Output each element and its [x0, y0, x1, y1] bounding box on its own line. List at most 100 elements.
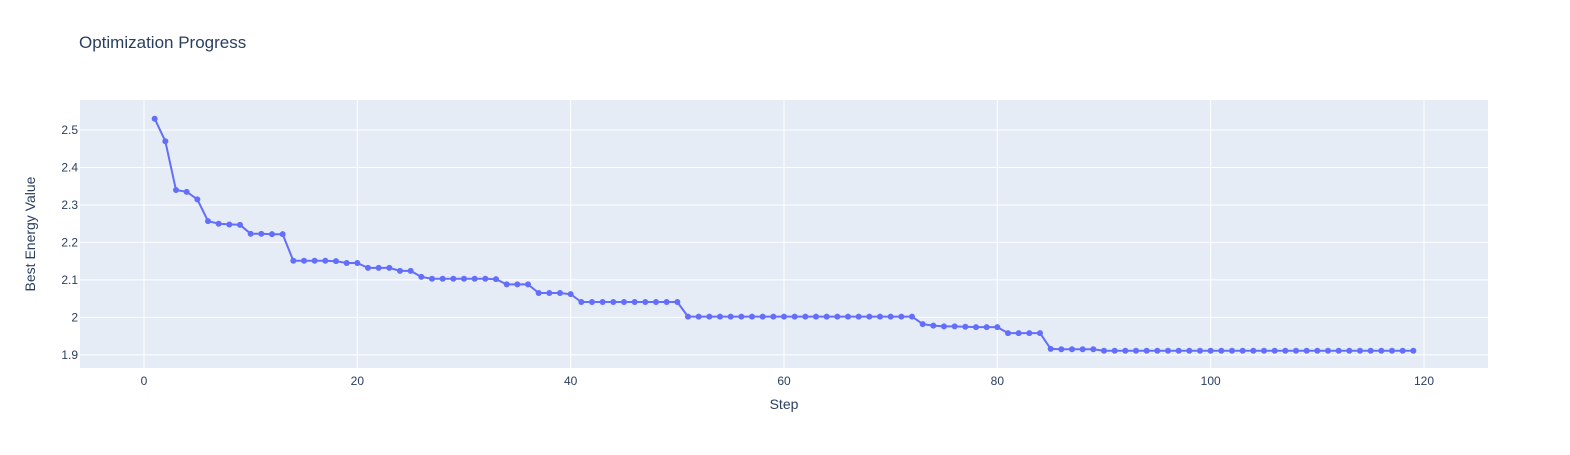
data-point: [1069, 346, 1075, 353]
data-point: [1165, 347, 1171, 354]
y-tick-label: 2.5: [61, 123, 78, 137]
data-point: [375, 264, 382, 271]
y-tick-label: 2.4: [61, 160, 78, 174]
data-point: [1399, 347, 1406, 354]
data-point: [791, 313, 798, 320]
data-point: [1122, 347, 1129, 354]
y-tick-label: 2.2: [61, 235, 78, 249]
data-point: [503, 281, 510, 288]
data-point: [482, 275, 489, 282]
x-tick-label: 100: [1201, 374, 1221, 388]
data-point: [354, 260, 361, 267]
data-point: [546, 290, 553, 297]
data-point: [386, 264, 393, 271]
data-point: [877, 313, 883, 320]
data-point: [1079, 346, 1086, 353]
data-point: [1037, 330, 1043, 337]
data-point: [439, 275, 446, 282]
data-point: [834, 313, 841, 320]
y-tick-label: 2.3: [61, 198, 78, 212]
data-point: [823, 313, 830, 320]
data-point: [642, 299, 649, 306]
data-point: [450, 275, 457, 282]
data-point: [567, 291, 574, 298]
data-point: [247, 230, 254, 237]
data-point: [1389, 347, 1395, 354]
y-tick-label: 1.9: [61, 348, 78, 362]
data-point: [1325, 347, 1331, 354]
y-tick-label: 2: [71, 310, 78, 324]
x-tick-label: 120: [1414, 374, 1434, 388]
data-point: [1207, 347, 1214, 354]
data-point: [1239, 347, 1246, 354]
data-point: [557, 290, 563, 297]
data-point: [322, 257, 329, 264]
data-point: [1314, 347, 1321, 354]
data-point: [674, 299, 681, 306]
data-point: [269, 231, 275, 238]
data-point: [621, 299, 627, 306]
data-point: [738, 313, 745, 320]
data-point: [173, 186, 179, 193]
data-point: [1154, 347, 1161, 354]
data-point: [1186, 347, 1193, 354]
data-point: [471, 275, 478, 282]
data-point: [578, 299, 585, 306]
data-point: [1261, 347, 1267, 354]
data-point: [535, 290, 542, 297]
data-point: [1271, 347, 1278, 354]
data-point: [290, 257, 297, 264]
data-point: [1143, 347, 1150, 354]
data-point: [855, 313, 862, 320]
data-point: [706, 313, 713, 320]
data-point: [1015, 330, 1022, 337]
data-point: [205, 218, 211, 225]
data-point: [1005, 330, 1011, 337]
data-point: [589, 299, 595, 306]
data-point: [919, 321, 926, 328]
data-point: [994, 324, 1001, 331]
data-point: [493, 276, 499, 283]
data-point: [802, 313, 809, 320]
data-point: [333, 258, 339, 265]
data-point: [1378, 347, 1385, 354]
data-point: [1218, 347, 1225, 354]
data-point: [1133, 347, 1139, 354]
y-tick-label: 2.1: [61, 273, 78, 287]
data-point: [1058, 346, 1065, 353]
data-point: [866, 313, 873, 320]
data-point: [258, 230, 265, 237]
data-point: [1175, 347, 1182, 354]
data-point: [909, 313, 915, 320]
data-point: [151, 115, 158, 122]
data-point: [631, 299, 638, 306]
chart-title: Optimization Progress: [79, 33, 247, 52]
data-point: [525, 281, 531, 288]
data-point: [898, 313, 905, 320]
x-tick-label: 60: [777, 374, 791, 388]
data-point: [962, 323, 969, 330]
data-point: [461, 275, 467, 282]
data-point: [301, 257, 307, 264]
data-point: [983, 324, 990, 331]
data-point: [365, 264, 371, 271]
x-tick-label: 80: [991, 374, 1005, 388]
data-point: [770, 313, 777, 320]
data-point: [1026, 330, 1033, 337]
data-point: [1335, 347, 1342, 354]
data-point: [1367, 347, 1374, 354]
data-point: [813, 313, 819, 320]
data-point: [930, 322, 937, 329]
data-point: [941, 323, 947, 330]
data-point: [610, 299, 617, 306]
data-point: [685, 313, 691, 320]
data-point: [429, 275, 435, 282]
data-point: [1346, 347, 1353, 354]
data-point: [1303, 347, 1310, 354]
x-tick-label: 20: [351, 374, 365, 388]
y-axis-title: Best Energy Value: [22, 176, 38, 291]
data-point: [973, 324, 979, 331]
data-point: [653, 299, 659, 306]
